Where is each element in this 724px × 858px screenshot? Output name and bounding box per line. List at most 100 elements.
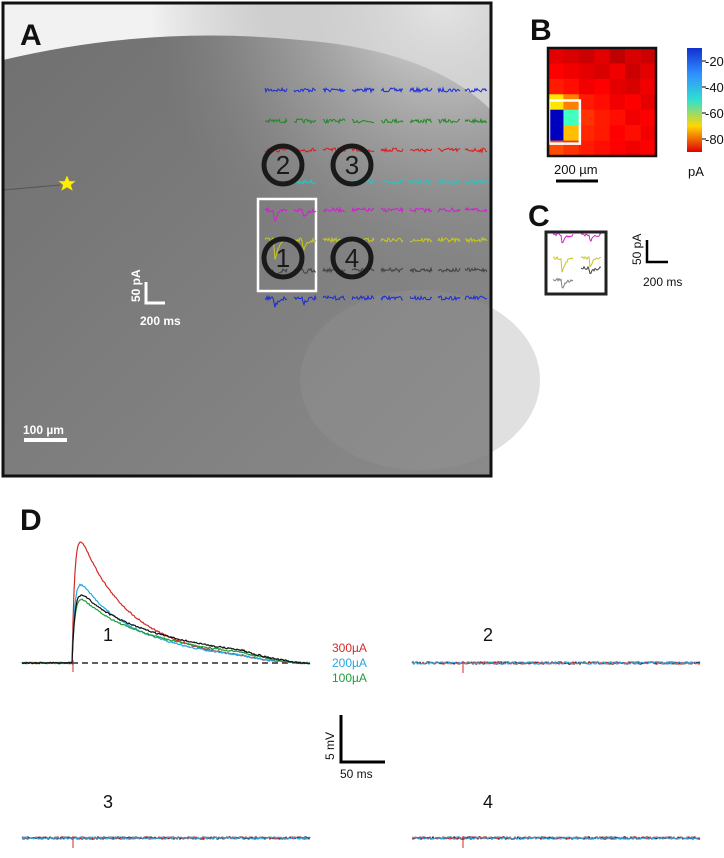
legend-entry: 300µA — [332, 641, 367, 655]
trace — [293, 236, 317, 251]
heatmap-cell — [609, 125, 626, 141]
heatmap-cell — [563, 78, 580, 95]
trace — [437, 147, 461, 153]
trace — [411, 660, 701, 666]
site-circle — [330, 143, 374, 187]
heatmap-cell — [594, 78, 611, 95]
trace — [464, 206, 488, 213]
panel-a: 1 2 3 4 A 50 pA 200 ms 100 µm — [1, 1, 540, 478]
heatmap-cell — [578, 63, 595, 80]
trace — [293, 178, 317, 185]
heatmap-cell — [625, 109, 641, 126]
trace — [351, 206, 374, 213]
heatmap-cell — [548, 78, 564, 95]
heatmap-cell — [578, 48, 595, 64]
panel-label: D — [20, 504, 42, 537]
colorbar-tick-label: -60 — [705, 106, 724, 121]
trace — [293, 294, 317, 307]
trace — [409, 294, 433, 301]
heatmap-cell — [625, 94, 641, 111]
heatmap-cell — [640, 78, 657, 95]
heatmap-cell — [578, 94, 595, 111]
trace — [380, 266, 404, 274]
heatmap-cell — [640, 94, 657, 111]
trace — [437, 207, 461, 213]
heatmap-cell — [563, 125, 580, 141]
trace — [411, 835, 701, 841]
legend-entry: 200µA — [332, 656, 367, 670]
site-label: 4 — [345, 243, 359, 273]
trace — [409, 207, 433, 214]
trace — [380, 117, 404, 124]
scale-bar — [339, 715, 385, 764]
site-circle — [261, 236, 305, 280]
trace — [293, 207, 317, 218]
trace-label: 3 — [103, 792, 113, 812]
panel-label: B — [530, 14, 552, 47]
trace — [437, 236, 461, 244]
trace — [409, 86, 433, 94]
colorbar-tick-label: -80 — [705, 132, 724, 147]
trace-label: 2 — [483, 625, 493, 645]
heatmap-cell — [625, 63, 641, 80]
trace — [21, 583, 311, 665]
trace — [409, 178, 433, 186]
trace — [351, 294, 375, 301]
trace — [380, 147, 404, 153]
trace — [264, 294, 288, 308]
panel-label: C — [528, 200, 550, 233]
scale-label-x: 50 ms — [340, 767, 373, 781]
scale-bar — [144, 282, 165, 305]
heatmap-cell — [548, 63, 564, 80]
trace — [464, 87, 488, 93]
trace — [322, 117, 346, 125]
trace — [437, 86, 461, 94]
trace — [322, 87, 345, 94]
trace — [293, 87, 317, 93]
star — [57, 174, 77, 192]
heatmap-cell — [640, 63, 657, 80]
heatmap-cell — [609, 63, 626, 80]
heatmap-cell — [594, 125, 611, 141]
site-circle — [261, 143, 305, 187]
trace — [322, 294, 346, 301]
scale-label-y: 50 pA — [129, 269, 143, 302]
trace — [437, 179, 461, 186]
trace — [351, 86, 375, 94]
trace — [464, 147, 488, 154]
heatmap-cell — [625, 78, 641, 95]
colorbar-tick-label: -40 — [705, 80, 724, 95]
trace — [264, 206, 288, 222]
trace — [380, 237, 404, 243]
heatmap-cell — [609, 48, 626, 64]
heatmap-cell — [594, 63, 611, 80]
heatmap-cell — [594, 140, 611, 157]
heatmap-cell — [578, 78, 595, 95]
image-shade — [300, 290, 540, 470]
heatmap-cell — [594, 94, 611, 111]
site-circle — [330, 236, 374, 280]
heatmap-cell — [640, 140, 657, 157]
scale-label: 200 µm — [554, 162, 598, 177]
scale-label-y: 50 pA — [630, 234, 644, 265]
trace-label: 4 — [483, 792, 493, 812]
heatmap-cell — [563, 109, 580, 126]
trace — [322, 206, 346, 213]
trace — [437, 295, 461, 302]
scale-bar — [645, 240, 668, 264]
scale-label-x: 200 ms — [140, 314, 181, 328]
selection-box — [256, 197, 318, 293]
colorbar-tick-label: -20 — [705, 54, 724, 69]
heatmap-cell — [625, 48, 641, 64]
trace — [553, 233, 574, 244]
heatmap-cell — [548, 48, 564, 64]
heatmap-cell — [609, 109, 626, 126]
scale-label-y: 5 mV — [323, 732, 337, 760]
trace — [580, 256, 601, 269]
trace — [21, 541, 311, 665]
trace — [351, 118, 375, 124]
heatmap-cell — [594, 48, 611, 64]
heatmap-cell — [594, 109, 611, 126]
